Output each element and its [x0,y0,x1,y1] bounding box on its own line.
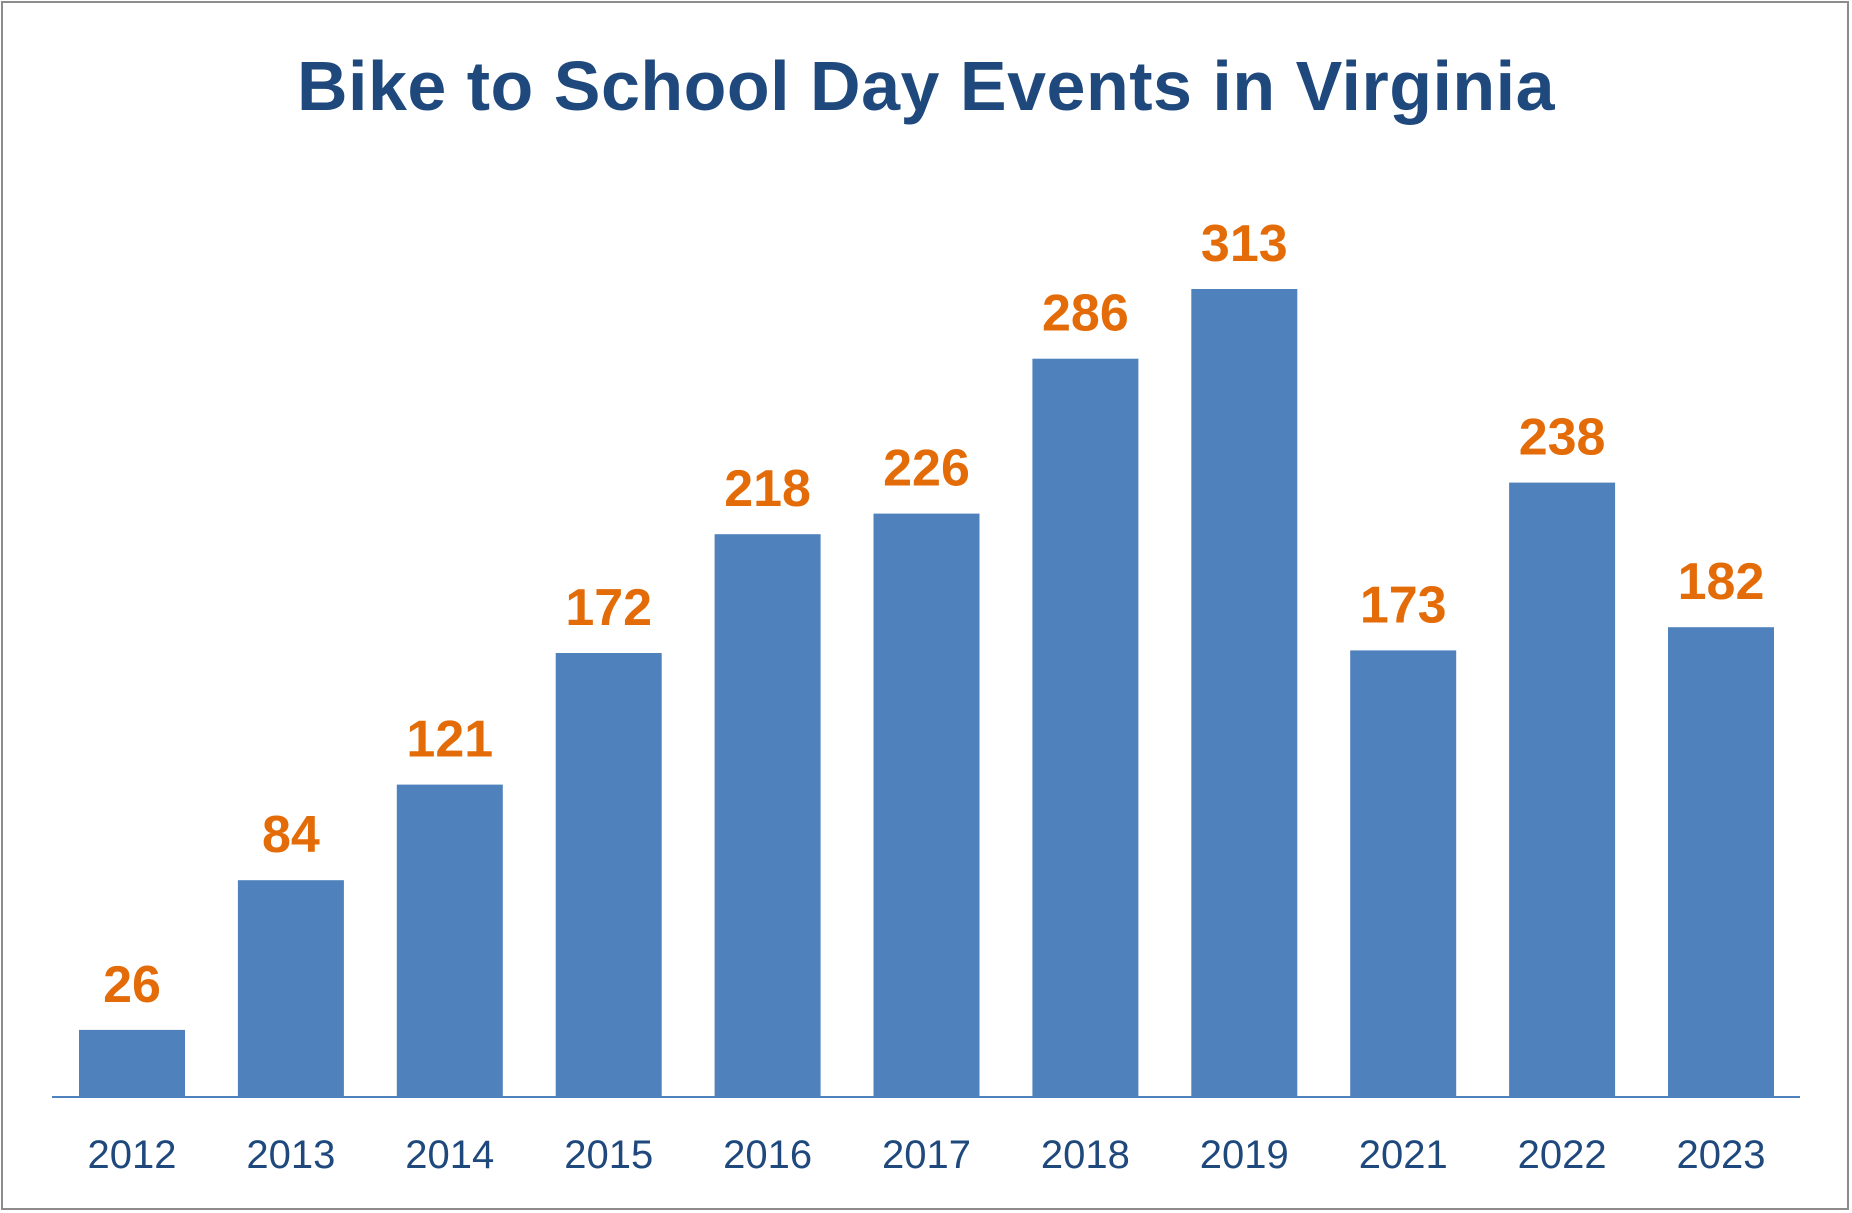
bar-2018 [1032,358,1139,1097]
value-label-2023: 182 [1678,553,1765,611]
value-label-2019: 313 [1201,215,1288,273]
chart-title: Bike to School Day Events in Virginia [296,47,1556,125]
bar-2017 [873,513,980,1097]
value-label-2013: 84 [262,806,320,864]
x-tick-label-2015: 2015 [564,1133,653,1177]
bar-2012 [79,1029,185,1097]
bar-2014 [396,784,503,1097]
value-label-2012: 26 [103,956,161,1014]
bar-2016 [714,534,821,1097]
value-labels-group: 26 84 121 172 218 226 286 313 173 238 182 [103,215,1764,1014]
bars-group [79,289,1774,1098]
bar-2013 [237,880,344,1097]
x-tick-label-2014: 2014 [405,1133,494,1177]
value-label-2015: 172 [565,579,652,637]
x-tick-label-2013: 2013 [246,1133,335,1177]
value-label-2017: 226 [883,440,970,498]
x-tick-label-2022: 2022 [1518,1133,1607,1177]
x-tick-label-2012: 2012 [88,1133,177,1177]
x-tick-label-2019: 2019 [1200,1133,1289,1177]
x-tick-label-2017: 2017 [882,1133,971,1177]
bar-2023 [1668,627,1774,1097]
value-label-2016: 218 [724,460,811,518]
x-tick-label-2018: 2018 [1041,1133,1130,1177]
bar-2015 [555,653,662,1097]
value-label-2022: 238 [1519,409,1606,467]
x-tick-label-2016: 2016 [723,1133,812,1177]
value-label-2021: 173 [1360,576,1447,634]
bar-2019 [1191,289,1298,1097]
x-tick-labels-group: 2012 2013 2014 2015 2016 2017 2018 2019 2021 2022… [88,1133,1766,1177]
x-tick-label-2023: 2023 [1677,1133,1766,1177]
bar-2021 [1350,650,1457,1097]
x-tick-label-2021: 2021 [1359,1133,1448,1177]
value-label-2018: 286 [1042,285,1129,343]
value-label-2014: 121 [406,711,493,769]
bar-2022 [1509,482,1616,1098]
